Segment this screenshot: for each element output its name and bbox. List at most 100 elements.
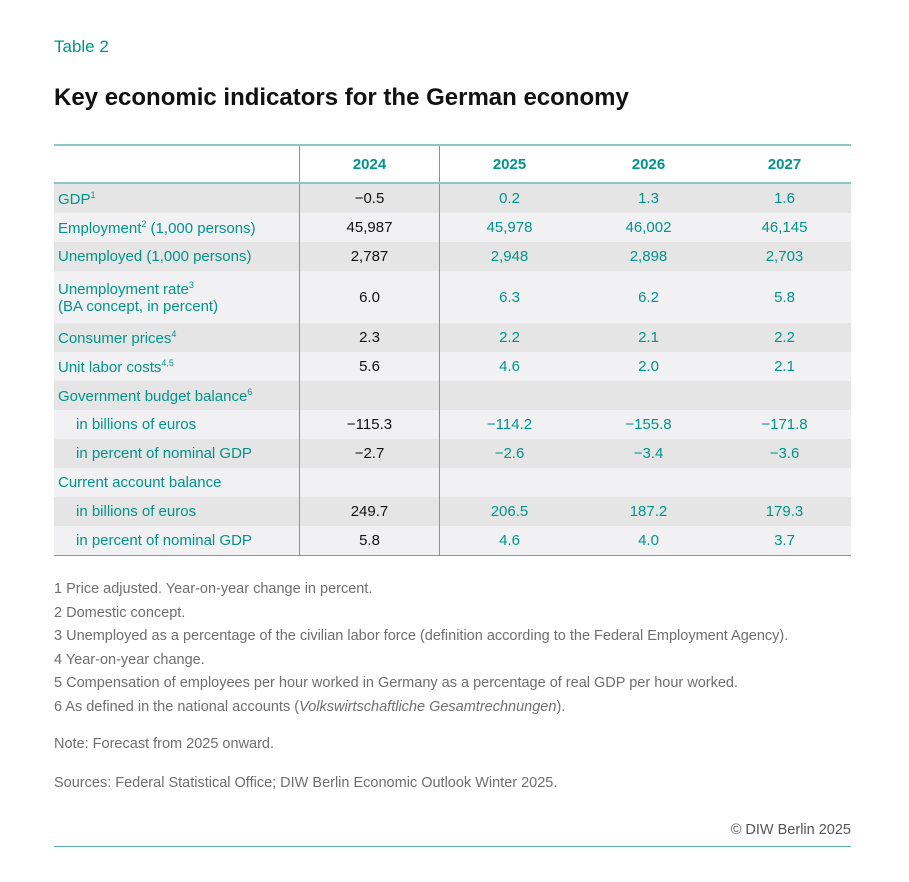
row-label: Unemployment rate3 (BA concept, in percen…: [54, 271, 300, 323]
row-label-text: Unemployment rate: [58, 280, 189, 298]
row-label-text: in percent of nominal GDP: [76, 445, 252, 462]
page-title: Key economic indicators for the German e…: [54, 84, 629, 111]
cell-value: −171.8: [718, 410, 851, 439]
row-label: GDP1: [54, 183, 300, 213]
footnote: 4 Year-on-year change.: [54, 652, 205, 668]
cell-value: [718, 381, 851, 410]
table-row: Consumer prices4 2.3 2.2 2.1 2.2: [54, 323, 851, 352]
row-label: Unemployed (1,000 persons): [54, 242, 300, 271]
cell-value: 5.8: [718, 271, 851, 323]
header-2027: 2027: [718, 144, 851, 184]
cell-value: −3.4: [579, 439, 718, 468]
cell-value: 45,978: [439, 213, 579, 242]
cell-value: 187.2: [579, 497, 718, 526]
header-blank: [54, 144, 300, 184]
cell-value: 2.0: [579, 352, 718, 381]
table-row: in percent of nominal GDP −2.7 −2.6 −3.4 −3.…: [54, 439, 851, 468]
row-label: in percent of nominal GDP: [54, 439, 300, 468]
footnote-text: 4 Year-on-year change.: [54, 651, 205, 668]
cell-value: 45,987: [299, 213, 440, 242]
cell-value: 5.6: [299, 352, 440, 381]
cell-value: 2,948: [439, 242, 579, 271]
table-row: Current account balance: [54, 468, 851, 497]
cell-value: 4.6: [439, 526, 579, 556]
cell-value: [579, 468, 718, 497]
row-label-text: Consumer prices: [58, 329, 172, 347]
row-label-text: Unit labor costs: [58, 358, 162, 376]
cell-value: 46,002: [579, 213, 718, 242]
cell-value: 2,787: [299, 242, 440, 271]
footnote: 5 Compensation of employees per hour wor…: [54, 675, 738, 691]
table-row: Unemployed (1,000 persons) 2,787 2,948 2,89…: [54, 242, 851, 271]
row-label: in billions of euros: [54, 410, 300, 439]
cell-value: −2.6: [439, 439, 579, 468]
header-2025: 2025: [439, 144, 579, 184]
footnote-ref: 2: [141, 218, 147, 229]
row-label: in percent of nominal GDP: [54, 526, 300, 556]
row-label: in billions of euros: [54, 497, 300, 526]
row-label-text: GDP: [58, 190, 91, 208]
table-row: in percent of nominal GDP 5.8 4.6 4.0 3.7: [54, 526, 851, 556]
table-row: Employment2 (1,000 persons) 45,987 45,978 4…: [54, 213, 851, 242]
footnote-text: 3 Unemployed as a percentage of the civi…: [54, 628, 789, 644]
footnote: 1 Price adjusted. Year-on-year change in…: [54, 581, 372, 597]
bottom-rule: [54, 846, 851, 847]
indicators-table: 2024 2025 2026 2027 GDP1 −0.5 0.2 1.3 1.6 Emp…: [54, 144, 851, 556]
table-row: Government budget balance6: [54, 381, 851, 410]
cell-value: [299, 468, 440, 497]
header-2026: 2026: [579, 144, 718, 184]
cell-value: 2,703: [718, 242, 851, 271]
row-label: Employment2 (1,000 persons): [54, 213, 300, 242]
footnote-ref: 3: [188, 279, 194, 290]
cell-value: −0.5: [299, 183, 440, 213]
cell-value: −115.3: [299, 410, 440, 439]
cell-value: 2.1: [579, 323, 718, 352]
row-label-text: in billions of euros: [76, 503, 197, 520]
cell-value: −114.2: [439, 410, 579, 439]
cell-value: 179.3: [718, 497, 851, 526]
cell-value: 249.7: [299, 497, 440, 526]
row-label-text: Unemployed (1,000 persons): [58, 248, 252, 265]
cell-value: 0.2: [439, 183, 579, 213]
row-label: Unit labor costs4,5: [54, 352, 300, 381]
cell-value: [579, 381, 718, 410]
table-row: in billions of euros −115.3 −114.2 −155.8 −1…: [54, 410, 851, 439]
cell-value: 2.2: [439, 323, 579, 352]
cell-value: [439, 381, 579, 410]
table-row: Unemployment rate3 (BA concept, in percen…: [54, 271, 851, 323]
cell-value: [718, 468, 851, 497]
cell-value: 1.3: [579, 183, 718, 213]
cell-value: 2.3: [299, 323, 440, 352]
header-row: 2024 2025 2026 2027: [54, 144, 851, 184]
cell-value: 4.6: [439, 352, 579, 381]
footnote: 3 Unemployed as a percentage of the civi…: [54, 628, 788, 644]
table-number: Table 2: [54, 37, 109, 56]
row-label-line2: (BA concept, in percent): [58, 297, 219, 315]
cell-value: 6.3: [439, 271, 579, 323]
cell-value: 46,145: [718, 213, 851, 242]
cell-value: [439, 468, 579, 497]
copyright: © DIW Berlin 2025: [730, 822, 851, 838]
footnote-end: ).: [556, 698, 566, 715]
row-label-text: Government budget balance: [58, 387, 248, 405]
row-label: Government budget balance6: [54, 381, 300, 410]
cell-value: 2.1: [718, 352, 851, 381]
footnote-text: 6 As defined in the national accounts (: [54, 698, 300, 715]
footnote-ref: 4: [171, 328, 177, 339]
row-label-text: in billions of euros: [76, 416, 197, 433]
cell-value: 4.0: [579, 526, 718, 556]
table-row: in billions of euros 249.7 206.5 187.2 179.3: [54, 497, 851, 526]
cell-value: 6.0: [299, 271, 440, 323]
footnote-ref: 6: [247, 386, 253, 397]
cell-value: 2.2: [718, 323, 851, 352]
footnote-ref: 1: [90, 189, 96, 200]
cell-value: −2.7: [299, 439, 440, 468]
table-row: GDP1 −0.5 0.2 1.3 1.6: [54, 183, 851, 213]
row-label-suffix: (1,000 persons): [146, 219, 256, 237]
row-label: Current account balance: [54, 468, 300, 497]
cell-value: 6.2: [579, 271, 718, 323]
footnote-italic: Volkswirtschaftliche Gesamtrechnungen: [299, 698, 557, 715]
footnote-text: 5 Compensation of employees per hour wor…: [54, 675, 739, 691]
row-label-text: in percent of nominal GDP: [76, 532, 252, 549]
cell-value: 3.7: [718, 526, 851, 556]
